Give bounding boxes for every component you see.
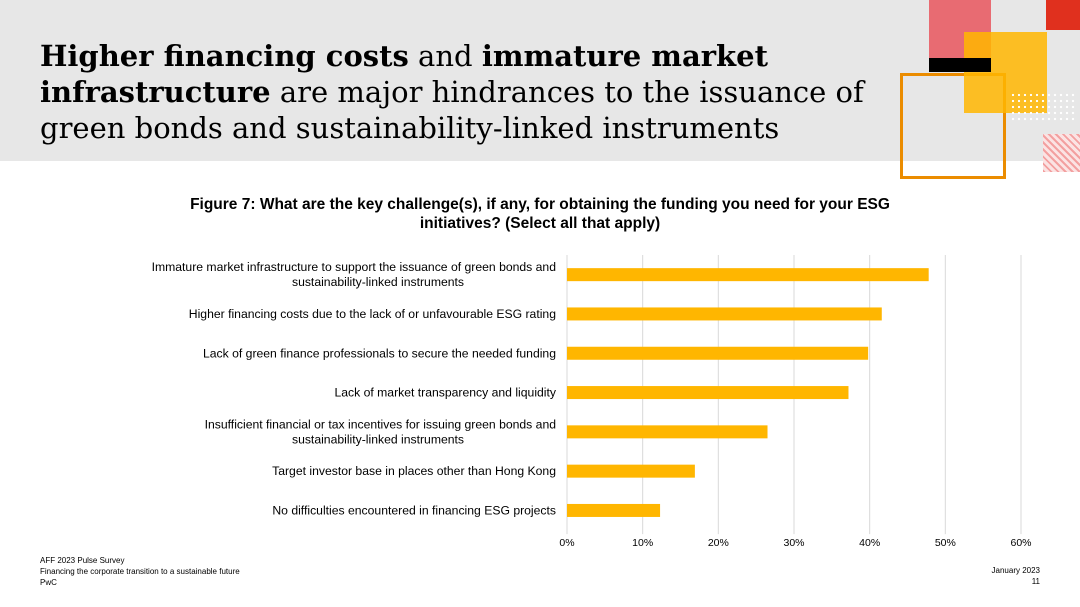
x-tick-label: 60% xyxy=(1010,537,1031,549)
footer-right: January 2023 11 xyxy=(992,565,1040,587)
title-part-2: immature market infrastructure xyxy=(40,39,768,109)
x-tick-label: 10% xyxy=(632,537,653,549)
category-label: Lack of green finance professionals to s… xyxy=(203,346,556,360)
title-part-1: and xyxy=(408,39,482,73)
bar xyxy=(567,503,661,517)
bar xyxy=(567,346,869,360)
bar xyxy=(567,307,882,321)
category-label: sustainability-linked instruments xyxy=(292,432,464,446)
footer-company: PwC xyxy=(40,578,57,587)
page-number: 11 xyxy=(1031,577,1040,586)
footer-report-title: Financing the corporate transition to a … xyxy=(40,567,240,576)
slide-title: Higher financing costs and immature mark… xyxy=(40,38,900,146)
category-label: Higher financing costs due to the lack o… xyxy=(189,307,556,321)
x-tick-label: 30% xyxy=(783,537,804,549)
x-tick-label: 40% xyxy=(859,537,880,549)
decorative-outline-square xyxy=(900,73,1006,179)
x-tick-label: 50% xyxy=(935,537,956,549)
title-part-0: Higher financing costs xyxy=(40,39,409,73)
category-label: sustainability-linked instruments xyxy=(292,275,464,289)
bar xyxy=(567,268,929,282)
x-tick-label: 0% xyxy=(559,537,574,549)
category-label: No difficulties encountered in financing… xyxy=(272,503,556,517)
bar xyxy=(567,464,695,478)
figure-title: Figure 7: What are the key challenge(s),… xyxy=(190,196,890,232)
category-label: Immature market infrastructure to suppor… xyxy=(152,260,556,274)
title-part-3: are major hindrances to the issuance of … xyxy=(40,75,864,145)
decorative-hatched-square xyxy=(1043,134,1080,172)
footer-date: January 2023 xyxy=(991,566,1040,575)
category-label: Insufficient financial or tax incentives… xyxy=(205,417,556,431)
footer-survey-name: AFF 2023 Pulse Survey xyxy=(40,556,125,565)
x-tick-label: 20% xyxy=(708,537,729,549)
bar xyxy=(567,386,849,400)
decorative-black-bar xyxy=(929,58,991,72)
footer-left: AFF 2023 Pulse Survey Financing the corp… xyxy=(40,555,240,588)
decorative-dot-grid xyxy=(1010,92,1076,122)
bar xyxy=(567,425,768,439)
decorative-red-square xyxy=(1046,0,1080,30)
category-label: Target investor base in places other tha… xyxy=(272,464,556,478)
category-label: Lack of market transparency and liquidit… xyxy=(334,386,556,400)
